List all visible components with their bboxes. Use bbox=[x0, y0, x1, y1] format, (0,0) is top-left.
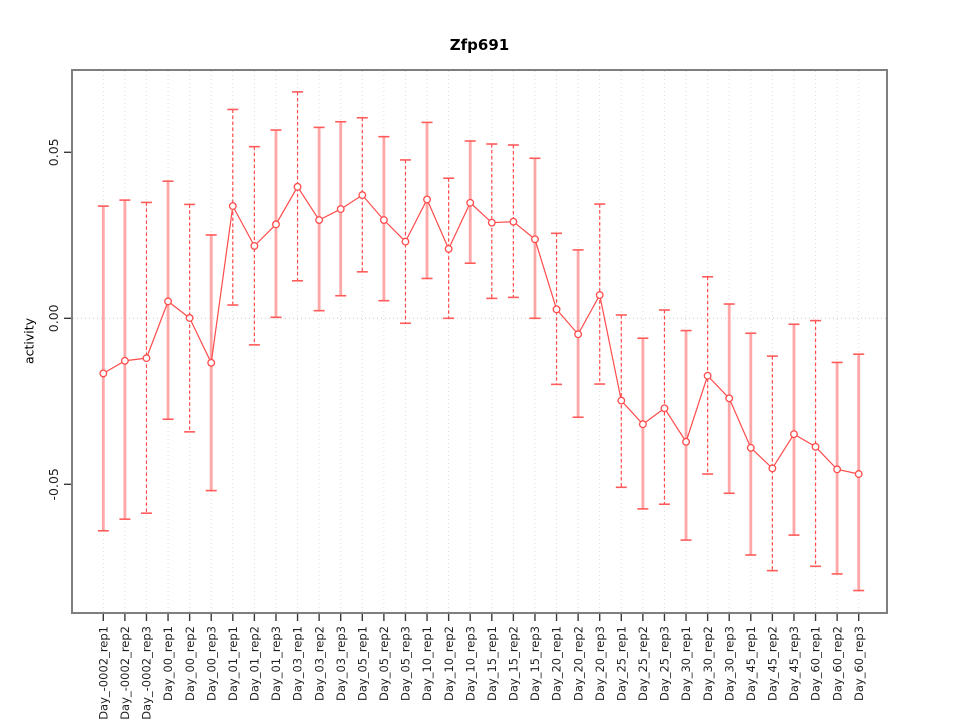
data-point bbox=[120, 356, 129, 365]
x-tick-label: Day_15_rep1 bbox=[485, 626, 499, 701]
data-point bbox=[336, 205, 345, 214]
data-point bbox=[293, 182, 302, 191]
x-tick-label: Day_00_rep2 bbox=[183, 626, 197, 701]
x-tick-label: Day_10_rep2 bbox=[442, 626, 456, 701]
data-point bbox=[379, 216, 388, 224]
data-point bbox=[207, 358, 216, 367]
x-tick-label: Day_25_rep3 bbox=[658, 626, 672, 701]
data-point bbox=[854, 470, 863, 478]
data-point bbox=[660, 404, 669, 413]
y-axis: 0.05 0.00 -0.05 bbox=[46, 138, 72, 500]
x-tick-label: Day_05_rep2 bbox=[377, 626, 391, 701]
x-tick-label: Day_10_rep3 bbox=[463, 626, 477, 701]
x-tick-label: Day_45_rep2 bbox=[766, 626, 780, 701]
data-point bbox=[790, 430, 798, 439]
x-tick-label: Day_00_rep1 bbox=[161, 626, 175, 701]
data-point bbox=[811, 442, 820, 451]
data-point bbox=[682, 437, 690, 446]
series-line bbox=[102, 185, 859, 475]
data-point bbox=[272, 220, 280, 229]
x-tick-label: Day_01_rep1 bbox=[226, 626, 240, 701]
x-tick-label: Day_25_rep1 bbox=[614, 626, 628, 701]
data-point bbox=[509, 217, 518, 226]
chart-title: Zfp691 bbox=[449, 36, 510, 54]
data-point bbox=[487, 218, 496, 227]
x-tick-label: Day_60_rep2 bbox=[830, 626, 844, 701]
data-point bbox=[552, 305, 561, 314]
x-tick-label: Day_30_rep3 bbox=[722, 626, 736, 701]
data-point bbox=[617, 396, 626, 405]
x-tick-label: Day_25_rep2 bbox=[636, 626, 650, 701]
y-tick-label: 0.00 bbox=[46, 304, 61, 332]
x-tick-label: Day_20_rep3 bbox=[593, 626, 607, 701]
x-tick-label: Day_01_rep3 bbox=[269, 626, 283, 701]
data-point bbox=[466, 198, 475, 207]
data-point bbox=[358, 191, 367, 200]
x-tick-label: Day_03_rep2 bbox=[312, 626, 326, 701]
x-tick-label: Day_45_rep1 bbox=[744, 626, 758, 701]
data-point bbox=[595, 291, 604, 300]
data-point bbox=[725, 394, 734, 403]
x-tick-label: Day_01_rep2 bbox=[248, 626, 262, 701]
data-point bbox=[142, 354, 151, 363]
x-tick-label: Day_-0002_rep1 bbox=[97, 626, 111, 720]
data-point bbox=[638, 420, 647, 429]
data-point bbox=[746, 443, 755, 452]
data-point bbox=[228, 202, 237, 211]
data-point bbox=[401, 237, 410, 246]
data-point bbox=[444, 244, 453, 253]
x-axis: Day_-0002_rep1 Day_-0002_rep2 Day_-0002_re… bbox=[97, 613, 866, 720]
error-bars bbox=[97, 91, 865, 592]
x-tick-label: Day_10_rep1 bbox=[420, 626, 434, 701]
data-point bbox=[833, 465, 842, 474]
data-point bbox=[768, 464, 777, 473]
data-point bbox=[250, 241, 259, 250]
data-point bbox=[531, 235, 539, 244]
x-tick-label: Day_60_rep1 bbox=[809, 626, 823, 701]
x-tick-label: Day_15_rep2 bbox=[507, 626, 521, 701]
data-points bbox=[99, 182, 863, 478]
plot-border bbox=[71, 69, 888, 614]
y-tick-label: -0.05 bbox=[46, 468, 61, 500]
y-tick-label: 0.05 bbox=[46, 138, 61, 166]
x-tick-label: Day_20_rep1 bbox=[550, 626, 564, 701]
data-point bbox=[703, 371, 712, 380]
x-tick-label: Day_03_rep1 bbox=[291, 626, 305, 701]
x-tick-label: Day_45_rep3 bbox=[787, 626, 801, 701]
x-tick-label: Day_-0002_rep3 bbox=[140, 626, 154, 720]
x-tick-label: Day_15_rep3 bbox=[528, 626, 542, 701]
data-point bbox=[574, 330, 583, 339]
x-tick-label: Day_-0002_rep2 bbox=[118, 626, 132, 720]
x-tick-label: Day_20_rep2 bbox=[571, 626, 585, 701]
data-point bbox=[185, 314, 194, 322]
x-tick-label: Day_03_rep3 bbox=[334, 626, 348, 701]
x-tick-label: Day_60_rep3 bbox=[852, 626, 866, 701]
x-tick-label: Day_30_rep2 bbox=[701, 626, 715, 701]
data-point bbox=[423, 195, 431, 204]
x-tick-label: Day_05_rep1 bbox=[355, 626, 369, 701]
x-tick-label: Day_30_rep1 bbox=[679, 626, 693, 701]
x-tick-label: Day_05_rep3 bbox=[399, 626, 413, 701]
series-polyline bbox=[102, 185, 859, 475]
data-point bbox=[99, 369, 108, 378]
data-point bbox=[315, 216, 324, 224]
gridlines bbox=[73, 71, 886, 612]
x-tick-label: Day_00_rep3 bbox=[204, 626, 218, 701]
data-point bbox=[164, 297, 172, 306]
